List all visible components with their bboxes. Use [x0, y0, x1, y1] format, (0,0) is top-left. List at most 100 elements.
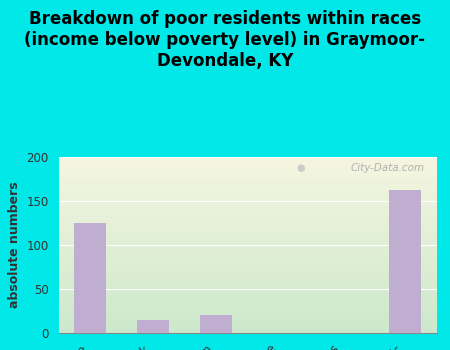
- Bar: [58, 166, 436, 167]
- Bar: [58, 298, 436, 299]
- Bar: [58, 320, 436, 321]
- Bar: [58, 319, 436, 320]
- Bar: [58, 327, 436, 328]
- Bar: [58, 285, 436, 286]
- Bar: [58, 329, 436, 330]
- Bar: [58, 257, 436, 258]
- Bar: [58, 272, 436, 273]
- Bar: [58, 301, 436, 302]
- Bar: [58, 222, 436, 223]
- Bar: [58, 246, 436, 247]
- Bar: [58, 253, 436, 254]
- Bar: [58, 248, 436, 249]
- Bar: [58, 184, 436, 186]
- Bar: [58, 180, 436, 181]
- Bar: [58, 172, 436, 173]
- Bar: [58, 214, 436, 215]
- Bar: [58, 223, 436, 224]
- Bar: [58, 208, 436, 209]
- Bar: [58, 164, 436, 165]
- Bar: [58, 193, 436, 194]
- Bar: [58, 293, 436, 294]
- Bar: [58, 161, 436, 162]
- Bar: [58, 206, 436, 207]
- Bar: [58, 258, 436, 259]
- Bar: [58, 287, 436, 288]
- Bar: [58, 221, 436, 222]
- Bar: [58, 200, 436, 201]
- Bar: [58, 312, 436, 313]
- Bar: [58, 236, 436, 237]
- Bar: [58, 238, 436, 239]
- Bar: [58, 283, 436, 284]
- Bar: [58, 163, 436, 164]
- Bar: [58, 205, 436, 206]
- Bar: [58, 194, 436, 195]
- Bar: [58, 234, 436, 235]
- Bar: [58, 202, 436, 203]
- Bar: [58, 162, 436, 163]
- Bar: [58, 330, 436, 331]
- Bar: [58, 170, 436, 172]
- Bar: [58, 288, 436, 289]
- Bar: [58, 315, 436, 316]
- Bar: [74, 223, 106, 332]
- Bar: [58, 289, 436, 290]
- Bar: [58, 331, 436, 332]
- Bar: [58, 303, 436, 304]
- Bar: [58, 271, 436, 272]
- Bar: [58, 217, 436, 218]
- Bar: [58, 191, 436, 193]
- Bar: [58, 269, 436, 270]
- Y-axis label: absolute numbers: absolute numbers: [8, 182, 21, 308]
- Bar: [58, 282, 436, 283]
- Bar: [58, 240, 436, 241]
- Bar: [58, 295, 436, 296]
- Bar: [58, 227, 436, 228]
- Bar: [58, 173, 436, 174]
- Bar: [58, 177, 436, 178]
- Bar: [58, 197, 436, 198]
- Bar: [58, 176, 436, 177]
- Bar: [58, 284, 436, 285]
- Bar: [58, 262, 436, 263]
- Bar: [58, 313, 436, 314]
- Bar: [58, 220, 436, 222]
- Bar: [58, 190, 436, 191]
- Bar: [58, 296, 436, 297]
- Text: ●: ●: [297, 163, 305, 173]
- Bar: [58, 290, 436, 291]
- Bar: [58, 265, 436, 266]
- Bar: [58, 187, 436, 188]
- Bar: [58, 239, 436, 240]
- Bar: [58, 186, 436, 187]
- Bar: [58, 160, 436, 161]
- Bar: [58, 174, 436, 175]
- Bar: [389, 190, 421, 332]
- Bar: [58, 235, 436, 236]
- Bar: [58, 311, 436, 312]
- Bar: [58, 291, 436, 292]
- Bar: [58, 189, 436, 190]
- Bar: [58, 244, 436, 245]
- Bar: [58, 259, 436, 260]
- Bar: [58, 261, 436, 262]
- Bar: [58, 273, 436, 274]
- Bar: [58, 307, 436, 308]
- Bar: [58, 300, 436, 301]
- Bar: [58, 305, 436, 306]
- Bar: [58, 196, 436, 197]
- Bar: [58, 325, 436, 326]
- Bar: [58, 233, 436, 234]
- Bar: [58, 274, 436, 275]
- Bar: [58, 276, 436, 277]
- Bar: [58, 277, 436, 278]
- Bar: [58, 181, 436, 182]
- Bar: [58, 175, 436, 176]
- Bar: [58, 280, 436, 281]
- Bar: [58, 254, 436, 255]
- Bar: [58, 308, 436, 309]
- Bar: [58, 316, 436, 317]
- Bar: [58, 204, 436, 205]
- Bar: [58, 207, 436, 208]
